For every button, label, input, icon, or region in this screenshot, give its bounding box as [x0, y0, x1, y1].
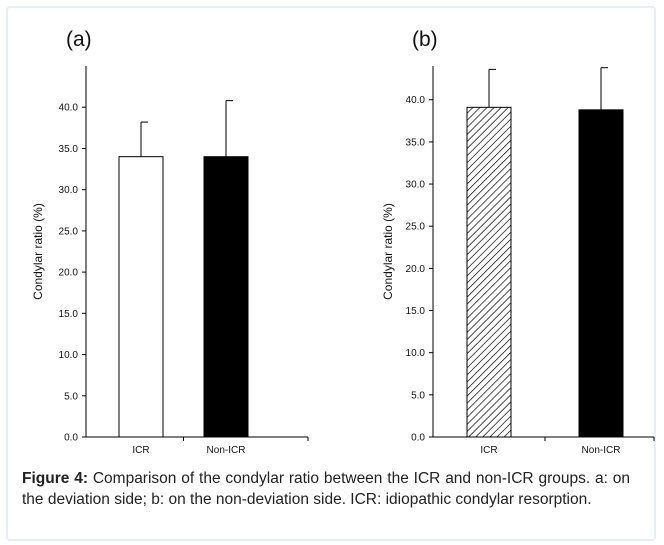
- y-tick-label: 35.0: [59, 144, 79, 155]
- y-tick-label: 25.0: [59, 226, 79, 237]
- y-tick-label: 15.0: [406, 306, 426, 317]
- y-tick-label: 40.0: [406, 95, 426, 106]
- y-tick-label: 30.0: [59, 185, 79, 196]
- y-tick-label: 0.0: [411, 433, 425, 444]
- caption-label: Figure 4:: [22, 470, 88, 487]
- x-category-label: Non-ICR: [582, 445, 621, 456]
- y-tick-label: 10.0: [59, 350, 79, 361]
- bar-icr: [118, 156, 164, 438]
- figure-caption: Figure 4: Comparison of the condylar rat…: [22, 468, 630, 510]
- x-category-label: Non-ICR: [207, 445, 246, 456]
- x-category-label: ICR: [480, 445, 497, 456]
- bar-non-icr: [203, 156, 249, 438]
- y-tick-label: 5.0: [64, 391, 78, 402]
- chart-panel-a: (a) Condylar ratio (%) 0.0 5.0 10.0 15.0 20.0 2…: [31, 28, 309, 456]
- y-axis-title: Condylar ratio (%): [381, 203, 395, 300]
- panel-letter: (b): [412, 28, 438, 51]
- y-tick-label: 5.0: [411, 390, 425, 401]
- y-tick-label: 0.0: [64, 433, 78, 444]
- y-tick-label: 35.0: [406, 137, 426, 148]
- y-tick-label: 20.0: [406, 264, 426, 275]
- y-tick-label: 20.0: [59, 268, 79, 279]
- y-tick-label: 10.0: [406, 348, 426, 359]
- panel-letter: (a): [66, 28, 92, 51]
- figure-frame: [6, 6, 656, 541]
- x-category-label: ICR: [132, 445, 149, 456]
- y-tick-label: 25.0: [406, 222, 426, 233]
- y-axis-title: Condylar ratio (%): [31, 203, 45, 300]
- bar-non-icr: [578, 109, 624, 438]
- bar-icr: [466, 106, 512, 438]
- caption-text: Comparison of the condylar ratio between…: [22, 470, 630, 508]
- y-tick-label: 15.0: [59, 309, 79, 320]
- chart-panel-b: (b) Condylar ratio (%) 0.0 5.0 10.0 15.0 20.0 2…: [381, 28, 655, 456]
- y-tick-label: 40.0: [59, 103, 79, 114]
- y-tick-label: 30.0: [406, 180, 426, 191]
